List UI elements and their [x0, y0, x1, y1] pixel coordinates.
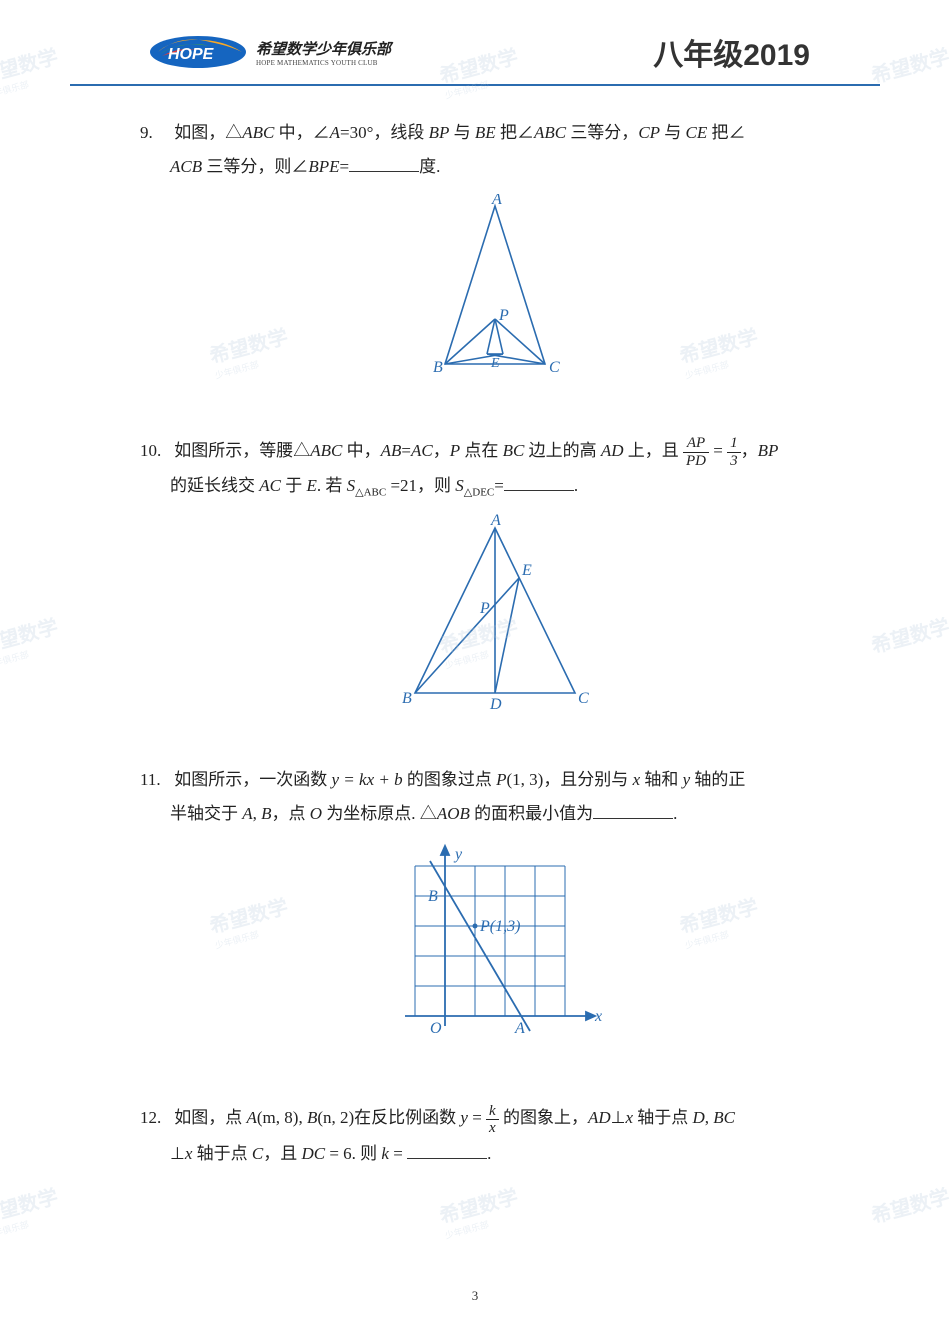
- answer-blank: [504, 474, 574, 491]
- content-area: 9. 如图，△ABC 中，∠A=30°，线段 BP 与 BE 把∠ABC 三等分…: [0, 86, 950, 1171]
- figure-10: A B C D E P: [140, 513, 850, 713]
- problem-number: 9.: [140, 116, 170, 150]
- problem-number: 12.: [140, 1101, 170, 1135]
- figure-11: y x O A B P(1,3): [140, 841, 850, 1051]
- answer-blank: [593, 802, 673, 819]
- svg-text:E: E: [490, 356, 500, 371]
- svg-text:P(1,3): P(1,3): [479, 918, 520, 935]
- logo-subtitle: HOPE MATHEMATICS YOUTH CLUB: [256, 59, 391, 67]
- svg-text:O: O: [430, 1020, 442, 1037]
- svg-text:y: y: [453, 846, 463, 863]
- logo-title: 希望数学少年俱乐部: [256, 38, 391, 59]
- problem-10: 10. 如图所示，等腰△ABC 中，AB=AC，P 点在 BC 边上的高 AD …: [140, 434, 850, 713]
- svg-text:D: D: [489, 696, 502, 713]
- svg-text:E: E: [521, 562, 532, 579]
- watermark: 希望数学: [868, 1180, 950, 1229]
- problem-11: 11. 如图所示，一次函数 y = kx + b 的图象过点 P(1, 3)，且…: [140, 763, 850, 1051]
- hope-logo-icon: HOPE: [150, 32, 250, 72]
- svg-text:C: C: [549, 359, 560, 376]
- header-grade-year: 八年级2019: [653, 30, 810, 74]
- answer-blank: [407, 1142, 487, 1159]
- svg-text:P: P: [479, 600, 490, 617]
- problem-number: 11.: [140, 763, 170, 797]
- svg-text:A: A: [490, 513, 501, 529]
- figure-9: A B C P E: [140, 194, 850, 384]
- problem-12: 12. 如图，点 A(m, 8), B(n, 2)在反比例函数 y = kx 的…: [140, 1101, 850, 1170]
- svg-text:x: x: [594, 1008, 602, 1025]
- svg-text:B: B: [428, 888, 438, 905]
- svg-text:B: B: [402, 690, 412, 707]
- svg-text:B: B: [433, 359, 443, 376]
- watermark: 希望数学少年俱乐部: [0, 1180, 64, 1241]
- problem-9: 9. 如图，△ABC 中，∠A=30°，线段 BP 与 BE 把∠ABC 三等分…: [140, 116, 850, 384]
- page-header: HOPE 希望数学少年俱乐部 HOPE MATHEMATICS YOUTH CL…: [70, 0, 880, 86]
- logo: HOPE 希望数学少年俱乐部 HOPE MATHEMATICS YOUTH CL…: [150, 32, 391, 72]
- svg-text:A: A: [491, 194, 502, 208]
- svg-text:C: C: [578, 690, 589, 707]
- problem-number: 10.: [140, 434, 170, 468]
- answer-blank: [349, 155, 419, 172]
- svg-text:HOPE: HOPE: [168, 46, 215, 63]
- page-number: 3: [0, 1288, 950, 1304]
- svg-text:A: A: [514, 1020, 525, 1037]
- svg-text:P: P: [498, 307, 509, 324]
- watermark: 希望数学少年俱乐部: [436, 1180, 524, 1241]
